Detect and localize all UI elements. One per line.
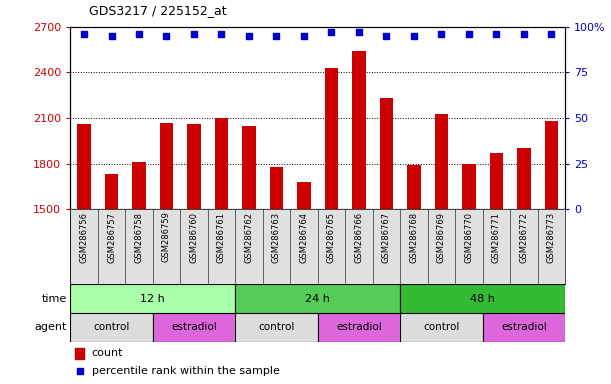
Text: estradiol: estradiol	[171, 322, 217, 333]
Bar	[544, 121, 558, 209]
Text: GSM286769: GSM286769	[437, 212, 446, 263]
Bar	[324, 68, 338, 209]
Text: GSM286757: GSM286757	[107, 212, 116, 263]
Bar	[489, 153, 503, 209]
Text: GSM286762: GSM286762	[244, 212, 254, 263]
Text: count: count	[92, 348, 123, 358]
Bar	[132, 162, 146, 209]
Text: 24 h: 24 h	[306, 293, 330, 304]
Point	[189, 31, 199, 37]
Text: GSM286758: GSM286758	[134, 212, 144, 263]
Text: GSM286761: GSM286761	[217, 212, 226, 263]
Bar	[483, 313, 565, 342]
Text: GSM286764: GSM286764	[299, 212, 309, 263]
Bar	[434, 114, 448, 209]
Text: control: control	[423, 322, 459, 333]
Point	[381, 33, 392, 39]
Point	[107, 33, 117, 39]
Bar	[400, 284, 565, 313]
Text: control: control	[258, 322, 295, 333]
Text: agent: agent	[35, 322, 67, 333]
Bar	[235, 284, 400, 313]
Text: GSM286770: GSM286770	[464, 212, 474, 263]
Text: GSM286773: GSM286773	[547, 212, 556, 263]
Bar	[235, 313, 318, 342]
Text: GSM286759: GSM286759	[162, 212, 171, 262]
Bar	[70, 284, 235, 313]
Text: GSM286766: GSM286766	[354, 212, 364, 263]
Point	[75, 367, 84, 374]
Text: GSM286771: GSM286771	[492, 212, 501, 263]
Point	[299, 33, 309, 39]
Point	[464, 31, 474, 37]
Point	[161, 33, 171, 39]
Point	[79, 31, 89, 37]
Bar	[75, 348, 84, 359]
Bar	[379, 98, 393, 209]
Bar	[297, 182, 311, 209]
Bar	[407, 165, 421, 209]
Point	[217, 31, 227, 37]
Bar	[269, 167, 284, 209]
Text: estradiol: estradiol	[501, 322, 547, 333]
Bar	[77, 124, 91, 209]
Point	[244, 33, 254, 39]
Point	[409, 33, 419, 39]
Bar	[517, 149, 531, 209]
Bar	[400, 313, 483, 342]
Bar	[153, 313, 235, 342]
Text: GSM286765: GSM286765	[327, 212, 336, 263]
Text: GDS3217 / 225152_at: GDS3217 / 225152_at	[89, 4, 226, 17]
Text: 48 h: 48 h	[470, 293, 495, 304]
Bar	[70, 313, 153, 342]
Bar	[159, 122, 174, 209]
Bar	[187, 124, 201, 209]
Text: control: control	[93, 322, 130, 333]
Point	[354, 29, 364, 35]
Text: GSM286772: GSM286772	[519, 212, 529, 263]
Text: GSM286763: GSM286763	[272, 212, 281, 263]
Point	[134, 31, 144, 37]
Point	[492, 31, 502, 37]
Text: 12 h: 12 h	[141, 293, 165, 304]
Point	[519, 31, 529, 37]
Bar	[104, 174, 119, 209]
Text: time: time	[42, 293, 67, 304]
Point	[327, 29, 337, 35]
Text: percentile rank within the sample: percentile rank within the sample	[92, 366, 279, 376]
Bar	[318, 313, 400, 342]
Bar	[242, 126, 256, 209]
Text: GSM286768: GSM286768	[409, 212, 419, 263]
Bar	[352, 51, 366, 209]
Text: GSM286760: GSM286760	[189, 212, 199, 263]
Bar	[214, 118, 229, 209]
Point	[272, 33, 282, 39]
Text: estradiol: estradiol	[336, 322, 382, 333]
Point	[437, 31, 447, 37]
Point	[547, 31, 557, 37]
Text: GSM286756: GSM286756	[79, 212, 89, 263]
Text: GSM286767: GSM286767	[382, 212, 391, 263]
Bar	[462, 164, 476, 209]
